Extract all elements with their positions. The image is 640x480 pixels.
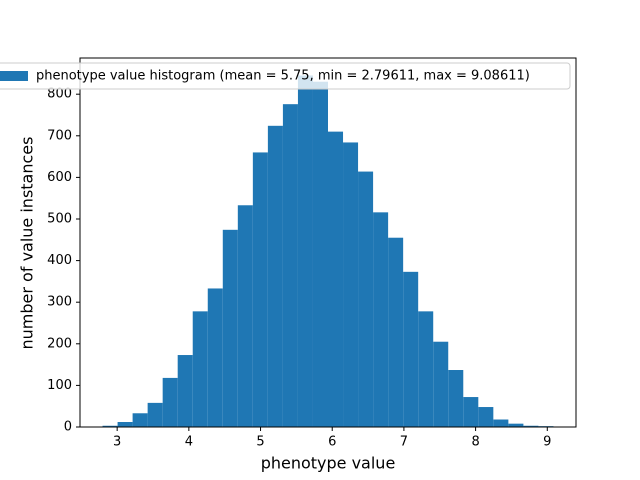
x-tick-label: 3 <box>113 435 121 450</box>
x-tick-label: 8 <box>471 435 479 450</box>
bar <box>433 341 449 427</box>
bar <box>267 125 283 427</box>
bar <box>448 370 464 427</box>
y-tick-label: 0 <box>64 420 72 435</box>
bar <box>282 104 298 427</box>
bar <box>147 402 163 427</box>
y-tick-label: 600 <box>47 170 72 185</box>
bar <box>358 171 374 427</box>
bar <box>102 425 118 427</box>
bar <box>328 131 344 427</box>
x-tick-label: 6 <box>328 435 336 450</box>
bar <box>192 311 208 427</box>
legend-label: phenotype value histogram (mean = 5.75, … <box>36 69 530 84</box>
y-tick-label: 300 <box>47 295 72 310</box>
y-axis-label: number of value instances <box>18 137 37 350</box>
bar <box>418 311 434 427</box>
y-tick-label: 700 <box>47 128 72 143</box>
legend-swatch <box>0 71 28 81</box>
x-tick-label: 5 <box>256 435 264 450</box>
bar <box>388 237 404 427</box>
bar <box>523 425 539 427</box>
legend-box <box>0 62 571 90</box>
bar <box>403 271 419 427</box>
y-tick-label: 400 <box>47 253 72 268</box>
bar <box>177 355 193 427</box>
y-tick-label: 100 <box>47 378 72 393</box>
y-tick-label: 200 <box>47 336 72 351</box>
bar <box>207 288 223 427</box>
plot-frame <box>79 57 577 428</box>
bar <box>237 205 253 427</box>
bar <box>343 142 359 427</box>
bar <box>162 377 178 427</box>
bar <box>373 212 389 427</box>
bar <box>508 423 524 427</box>
x-tick-label: 7 <box>400 435 408 450</box>
y-tick-label: 500 <box>47 211 72 226</box>
bar <box>252 152 268 427</box>
bar <box>117 422 133 427</box>
bar <box>493 419 509 427</box>
bar <box>463 397 479 427</box>
bar <box>222 229 238 427</box>
bar <box>132 413 148 427</box>
x-axis-label: phenotype value <box>261 454 396 473</box>
x-tick-label: 4 <box>185 435 193 450</box>
bar <box>478 407 494 427</box>
y-tick-label: 800 <box>47 87 72 102</box>
bar <box>297 75 313 427</box>
bar <box>312 81 328 427</box>
x-tick-label: 9 <box>543 435 551 450</box>
